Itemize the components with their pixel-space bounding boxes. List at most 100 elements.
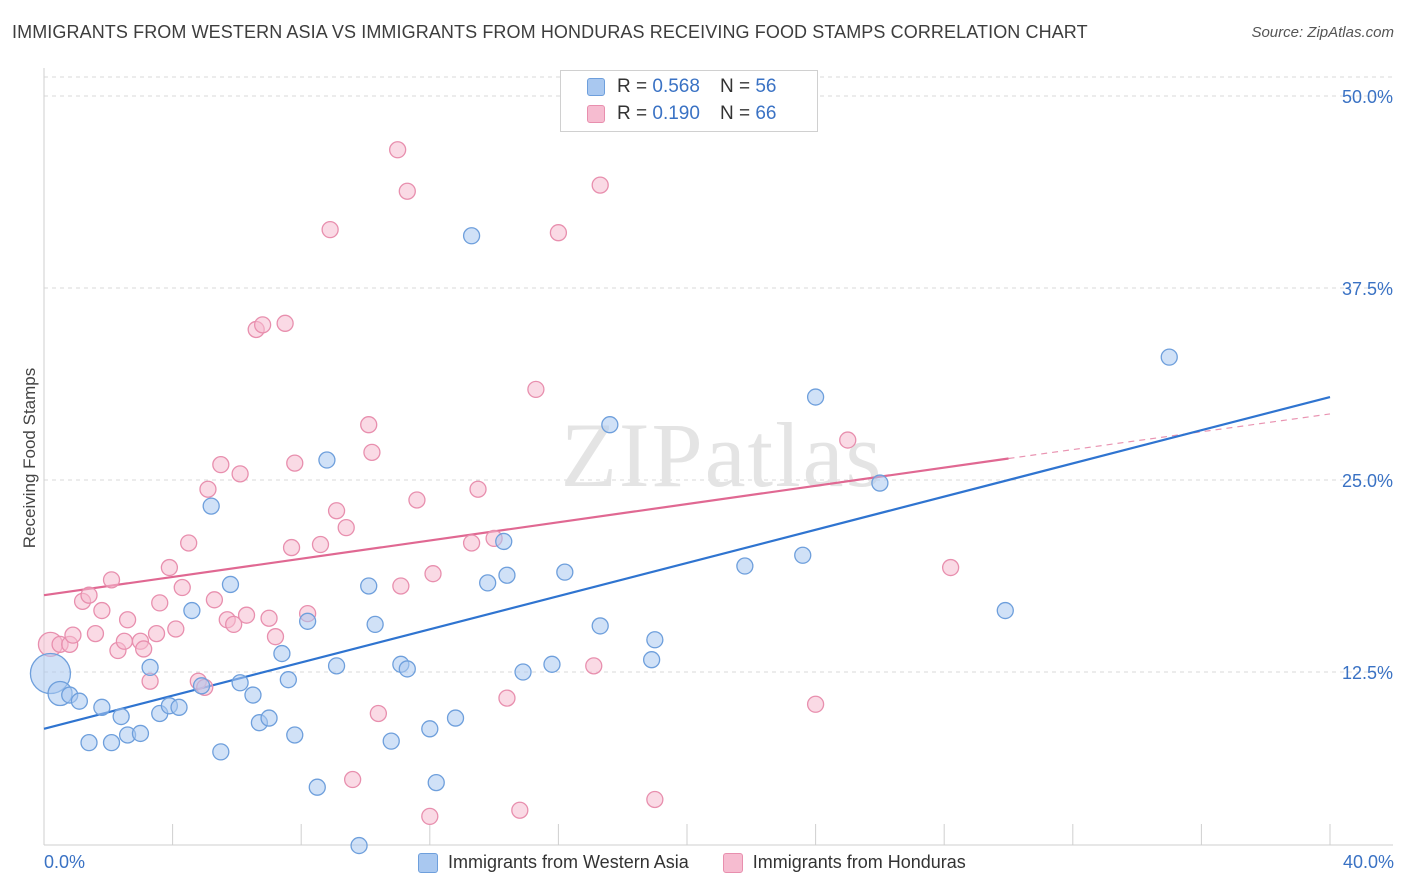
chart-title: IMMIGRANTS FROM WESTERN ASIA VS IMMIGRAN… <box>12 22 1088 42</box>
data-point-honduras <box>231 465 249 483</box>
n-value: 56 <box>755 76 777 97</box>
data-point-honduras <box>212 455 230 474</box>
trend-line-honduras <box>43 457 1009 597</box>
data-point-honduras <box>462 534 481 552</box>
data-point-honduras <box>135 640 153 658</box>
trend-line-western-asia <box>43 395 1331 730</box>
data-point-honduras <box>102 571 121 589</box>
data-point-western-asia <box>556 563 574 581</box>
data-point-honduras <box>180 534 198 552</box>
data-point-western-asia <box>260 709 278 727</box>
data-point-honduras <box>205 591 224 609</box>
data-point-honduras <box>527 380 545 399</box>
data-point-honduras <box>408 491 426 509</box>
data-point-honduras <box>118 611 137 629</box>
x-tick-label-min: 0.0% <box>44 852 86 872</box>
data-point-western-asia <box>141 658 159 677</box>
data-point-honduras <box>549 224 568 242</box>
data-point-honduras <box>225 615 243 634</box>
y-tick-labels: 12.5% 25.0% 37.5% 50.0% <box>1342 87 1393 683</box>
data-point-honduras <box>151 594 169 612</box>
data-point-honduras <box>64 626 82 644</box>
data-point-western-asia <box>244 686 262 704</box>
series-honduras-points <box>37 141 960 826</box>
data-point-western-asia <box>736 557 754 575</box>
correlation-legend: R = 0.568 N = 56 R = 0.190 N = 66 <box>560 70 818 132</box>
data-point-honduras <box>392 577 410 595</box>
legend-swatch-blue <box>418 852 438 873</box>
data-point-honduras <box>806 695 825 713</box>
data-point-western-asia <box>273 644 291 663</box>
data-point-honduras <box>80 586 98 604</box>
legend-swatch-blue <box>587 78 605 96</box>
data-point-western-asia <box>514 663 532 681</box>
data-point-western-asia <box>212 743 230 761</box>
data-point-western-asia <box>646 631 664 649</box>
data-point-western-asia <box>221 575 240 594</box>
data-point-western-asia <box>93 698 111 716</box>
data-point-western-asia <box>318 451 336 469</box>
n-label: N = <box>719 103 751 124</box>
r-label: R = <box>617 103 648 124</box>
y-axis-label: Receiving Food Stamps <box>20 367 39 549</box>
y-tick-label: 25.0% <box>1342 471 1393 491</box>
data-point-honduras <box>253 316 272 334</box>
data-point-western-asia <box>231 674 249 692</box>
data-point-honduras <box>469 480 487 498</box>
grid-lines <box>44 76 1393 673</box>
data-point-honduras <box>585 657 603 675</box>
data-point-honduras <box>424 565 442 583</box>
data-point-western-asia <box>102 734 121 752</box>
data-point-western-asia <box>421 720 439 738</box>
data-point-western-asia <box>70 692 89 710</box>
r-value: 0.190 <box>652 103 700 124</box>
data-point-western-asia <box>112 707 130 726</box>
axes <box>43 68 1393 846</box>
data-point-western-asia <box>360 577 378 595</box>
data-point-honduras <box>173 578 191 597</box>
data-point-western-asia <box>398 660 416 678</box>
legend-row-honduras: R = 0.190 N = 66 <box>587 102 776 126</box>
data-point-honduras <box>421 807 439 826</box>
data-point-honduras <box>321 220 339 239</box>
data-point-honduras <box>398 182 416 200</box>
data-point-western-asia <box>591 617 609 635</box>
legend-swatch-pink <box>587 105 605 123</box>
data-point-honduras <box>115 632 134 650</box>
data-point-honduras <box>498 689 516 707</box>
data-point-western-asia <box>806 388 825 406</box>
data-point-western-asia <box>543 655 561 673</box>
data-point-honduras <box>591 176 609 194</box>
data-point-western-asia <box>286 726 304 744</box>
data-point-honduras <box>941 558 960 577</box>
data-point-western-asia <box>495 532 513 551</box>
data-point-honduras <box>199 480 217 498</box>
data-point-honduras <box>160 558 179 577</box>
legend-item-western-asia: Immigrants from Western Asia <box>418 852 689 873</box>
data-point-western-asia <box>327 657 346 675</box>
data-point-western-asia <box>192 677 211 695</box>
data-point-western-asia <box>427 773 445 792</box>
data-point-honduras <box>839 431 857 449</box>
data-point-western-asia <box>350 836 368 855</box>
data-point-western-asia <box>183 601 201 620</box>
legend-item-honduras: Immigrants from Honduras <box>722 852 966 873</box>
series-legend: Immigrants from Western Asia Immigrants … <box>418 852 1000 873</box>
legend-label-western-asia: Immigrants from Western Asia <box>448 852 689 872</box>
trend-lines <box>43 395 1331 730</box>
data-point-western-asia <box>996 601 1014 620</box>
data-point-western-asia <box>80 734 98 752</box>
data-point-honduras <box>343 770 362 789</box>
data-point-western-asia <box>446 709 465 727</box>
trend-line-honduras-extension <box>1008 413 1331 460</box>
data-point-western-asia <box>131 724 150 743</box>
series-western-asia-points <box>29 227 1178 855</box>
data-point-honduras <box>337 518 355 537</box>
n-value: 66 <box>755 103 777 124</box>
y-tick-label: 50.0% <box>1342 87 1393 107</box>
data-point-honduras <box>286 454 304 472</box>
data-point-honduras <box>282 538 301 557</box>
data-point-western-asia <box>382 732 400 750</box>
data-point-western-asia <box>462 227 481 245</box>
